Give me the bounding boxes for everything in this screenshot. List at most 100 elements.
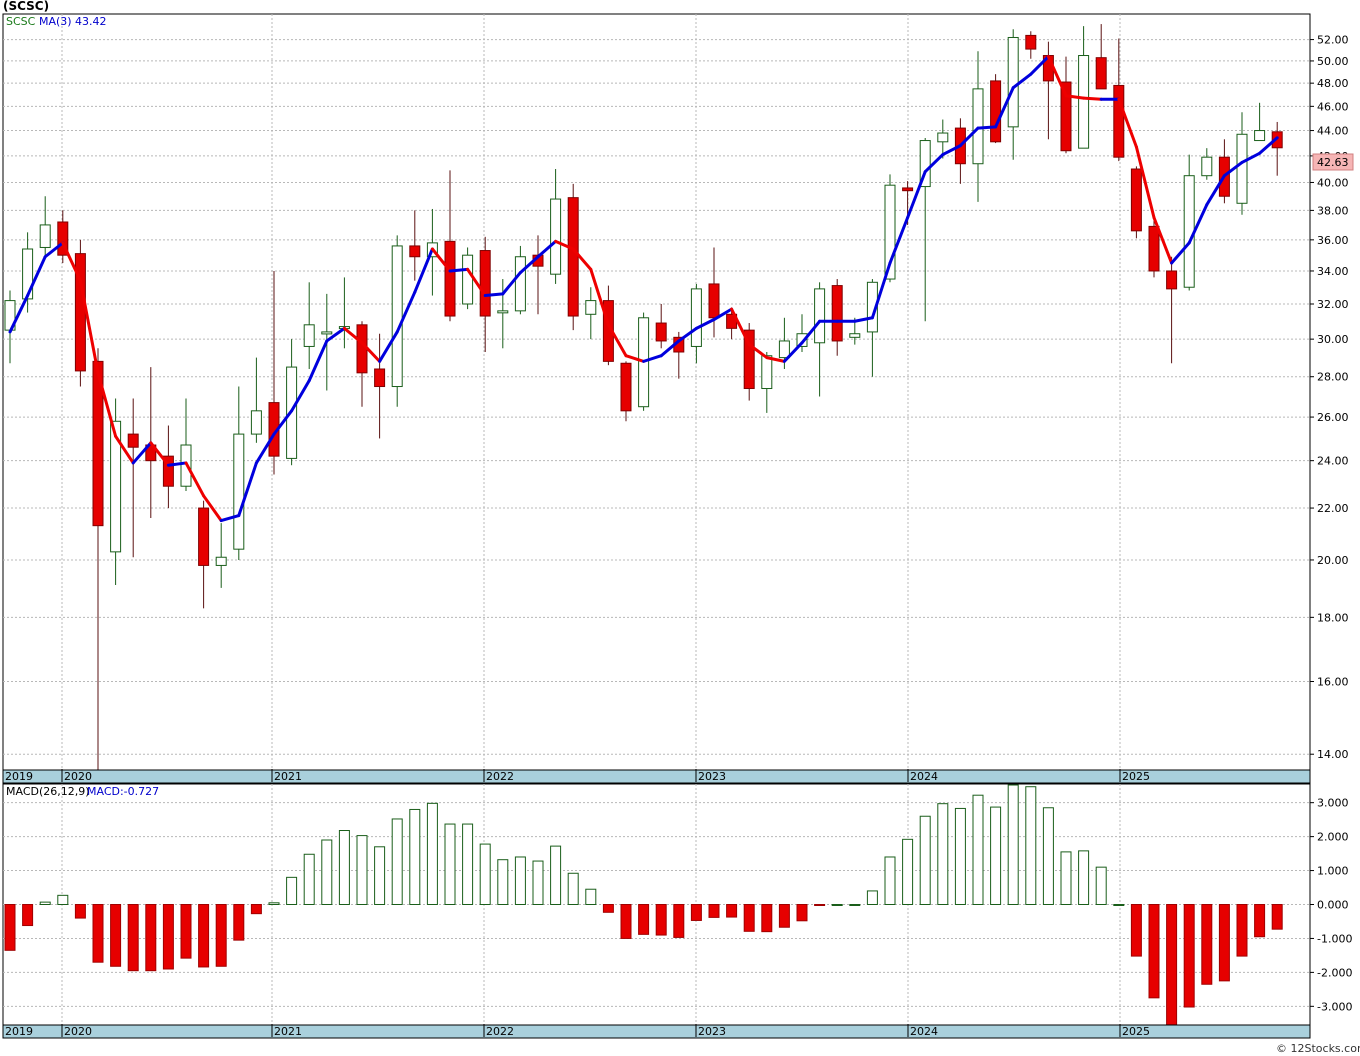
ma-segment — [413, 247, 434, 294]
macd-bar-positive — [954, 807, 966, 906]
macd-bar-negative — [1236, 904, 1248, 957]
macd-bar-negative — [215, 904, 227, 967]
macd-bar-positive — [321, 839, 333, 905]
candle-up — [761, 351, 773, 413]
ma-segment — [694, 318, 716, 330]
candle-body — [39, 224, 51, 248]
candle-down — [1095, 24, 1107, 90]
candle-up — [690, 283, 702, 364]
candle-down — [444, 170, 456, 322]
macd-bar-positive — [866, 890, 878, 906]
candle-body — [321, 331, 333, 335]
candle-body — [1201, 156, 1213, 177]
macd-bar-negative — [673, 904, 685, 938]
price-tick-label: 22.00 — [1317, 502, 1349, 515]
candle-up — [814, 282, 826, 397]
candle-down — [1148, 217, 1160, 278]
macd-bar-negative — [690, 904, 702, 921]
candle-body — [690, 288, 702, 347]
macd-bar-positive — [902, 838, 914, 906]
macd-bar-positive — [1060, 851, 1072, 906]
macd-bar-positive — [1078, 850, 1090, 906]
ma-segment — [536, 239, 558, 259]
ma-segment — [1082, 96, 1103, 101]
ma-segment — [659, 339, 681, 358]
candle-body — [1130, 168, 1142, 232]
ma-segment — [237, 461, 258, 518]
price-tick-label: 36.00 — [1317, 234, 1349, 247]
candle-body — [919, 140, 931, 188]
macd-bar-positive — [462, 823, 474, 906]
ma-segment — [747, 343, 769, 360]
candle-up — [1201, 148, 1213, 180]
ma-segment — [395, 290, 417, 334]
macd-tick-label: -2.000 — [1317, 966, 1352, 979]
ma-segment — [114, 434, 135, 465]
ma-segment — [765, 356, 786, 363]
macd-bar-positive — [338, 830, 350, 905]
macd-bar-positive — [444, 823, 456, 906]
candle-body — [1095, 57, 1107, 90]
candle-up — [110, 398, 122, 586]
candle-body — [550, 198, 562, 275]
ma-segment — [78, 279, 100, 375]
legend-symbol: SCSC — [6, 15, 36, 28]
ma-segment — [1222, 160, 1244, 178]
candle-up — [919, 138, 931, 322]
ma-segment — [8, 294, 30, 334]
ma-segment — [589, 267, 610, 327]
candle-body — [884, 184, 896, 280]
macd-bar-positive — [532, 860, 544, 906]
macd-bar-positive — [1113, 904, 1125, 906]
candle-up — [391, 235, 403, 407]
macd-bar-negative — [74, 904, 86, 919]
price-tick-label: 46.00 — [1317, 100, 1349, 113]
ma-segment — [571, 247, 593, 271]
ma-segment — [1187, 203, 1209, 245]
price-tick-label: 24.00 — [1317, 455, 1349, 468]
year-label: 2020 — [64, 1025, 92, 1038]
candle-up — [796, 314, 808, 352]
macd-bar-negative — [1130, 904, 1142, 957]
macd-bar-positive — [374, 846, 386, 905]
candle-up — [1254, 102, 1266, 142]
year-axis-band-bottom — [2, 1024, 1311, 1039]
macd-bar-positive — [990, 806, 1002, 905]
candle-down — [374, 333, 386, 439]
ma-segment — [466, 267, 487, 298]
price-tick-label: 32.00 — [1317, 298, 1349, 311]
macd-bar-positive — [1095, 866, 1107, 906]
year-label: 2025 — [1122, 770, 1150, 783]
macd-bar-negative — [708, 904, 720, 918]
ma-segment — [1064, 94, 1086, 100]
ma-segment — [606, 323, 628, 358]
candle-up — [250, 357, 262, 443]
candle-body — [902, 187, 914, 192]
price-tick-label: 18.00 — [1317, 611, 1349, 624]
candle-down — [743, 323, 755, 401]
macd-bar-negative — [1271, 904, 1283, 930]
candle-body — [514, 256, 526, 312]
candle-body — [374, 368, 386, 388]
candle-body — [1060, 81, 1072, 152]
candle-body — [1078, 55, 1090, 149]
ma-segment — [166, 461, 188, 467]
legend-ma-value: 43.42 — [75, 15, 107, 28]
ma-segment — [554, 239, 575, 251]
candle-up — [514, 245, 526, 315]
macd-bar-negative — [127, 904, 139, 972]
candle-body — [356, 324, 368, 374]
macd-tick-label: 3.000 — [1317, 797, 1349, 810]
ma-segment — [1205, 174, 1226, 207]
candle-body — [444, 240, 456, 317]
candle-up — [550, 169, 562, 284]
candle-down — [92, 348, 104, 770]
ma-segment — [518, 255, 540, 275]
last-price-tag — [1312, 153, 1354, 171]
candle-down — [1025, 31, 1037, 59]
macd-bar-positive — [426, 802, 438, 906]
ma-segment — [430, 247, 452, 273]
macd-bar-negative — [620, 904, 632, 939]
macd-bar-negative — [1201, 904, 1213, 985]
